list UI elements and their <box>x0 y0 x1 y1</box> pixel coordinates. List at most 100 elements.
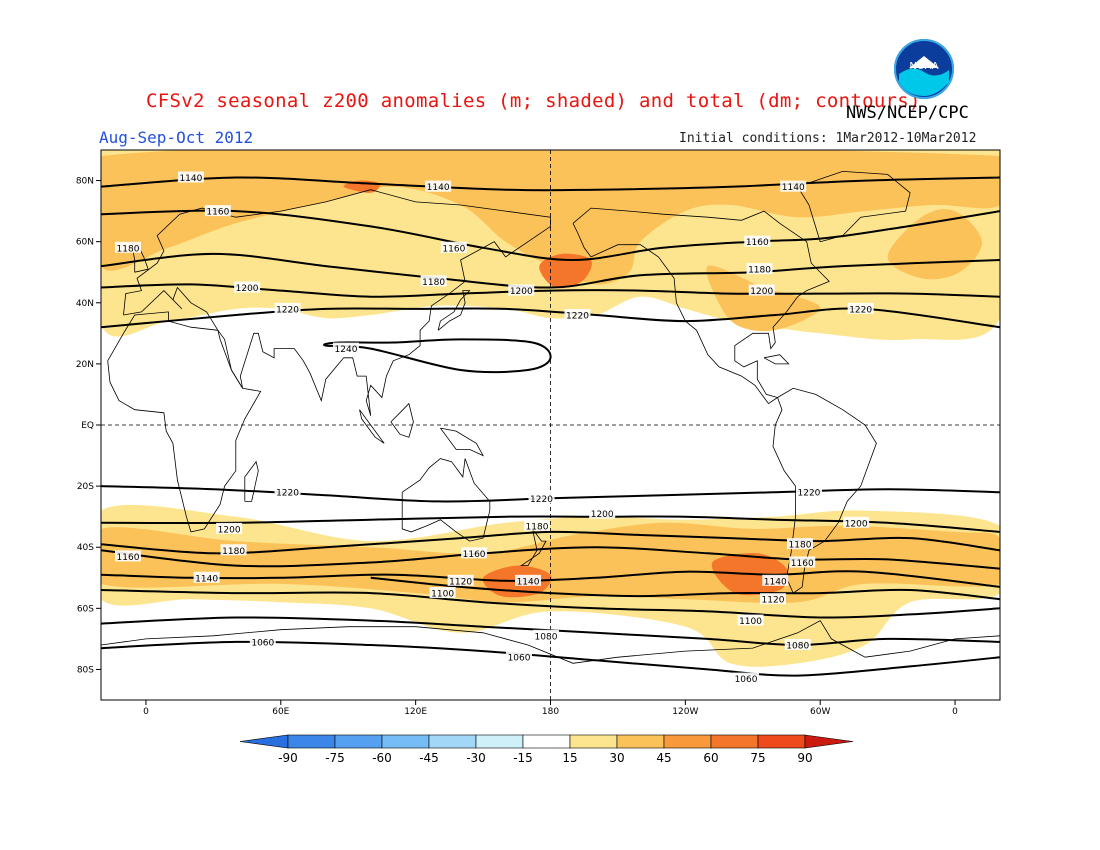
colorbar-bin <box>475 734 524 749</box>
colorbar-tick-label: 15 <box>562 751 577 765</box>
lat-tick-label: 20N <box>76 360 94 370</box>
lon-tick-label: 60E <box>272 707 289 717</box>
coastlines <box>101 170 1000 664</box>
contour-label-bg <box>564 309 591 320</box>
lat-tick-label: 40N <box>76 299 94 309</box>
contour-label: 1220 <box>849 305 872 315</box>
lon-tick-label: 120W <box>672 707 698 717</box>
contour-label-bg <box>762 574 789 586</box>
contour-label-bg <box>843 516 870 528</box>
coastline-japan <box>437 290 471 331</box>
colorbar-bin <box>616 734 665 749</box>
contour-label: 1240 <box>335 345 358 355</box>
contour-label-bg <box>533 629 560 641</box>
contour-label: 1140 <box>427 183 450 193</box>
contour-label-bg <box>461 547 488 559</box>
contour-label: 1160 <box>117 553 140 563</box>
contour-label: 1100 <box>431 590 454 600</box>
contour-label-bg <box>780 180 807 192</box>
contour-label-bg <box>748 284 775 296</box>
contour-label-bg <box>795 486 822 498</box>
season-label: Aug-Sep-Oct 2012 <box>99 128 254 147</box>
contour-label: 1200 <box>236 284 259 294</box>
lat-tick-label: 80N <box>76 177 94 187</box>
colorbar-tick-label: -30 <box>466 751 486 765</box>
contour-label-bg <box>515 574 542 586</box>
coastline-cuba <box>763 354 790 365</box>
contour-1080 <box>101 616 1000 647</box>
contour-label: 1060 <box>735 675 758 685</box>
contour-label: 1200 <box>218 525 241 535</box>
contour-label-bg <box>508 284 535 296</box>
contour-label-bg <box>249 635 276 647</box>
colorbar-tick-label: -75 <box>325 751 345 765</box>
colorbar-bin <box>663 734 712 749</box>
contour-label: 1140 <box>195 574 218 584</box>
contour-1100 <box>101 589 1000 619</box>
contour-label: 1140 <box>782 183 805 193</box>
colorbar-bin <box>428 734 477 749</box>
contour-1160 <box>101 209 1000 262</box>
lon-tick-label: 0 <box>952 707 958 717</box>
colorbar-tick-label: -60 <box>372 751 392 765</box>
contour-label: 1120 <box>449 577 472 587</box>
colorbar-tick-label: -90 <box>278 751 298 765</box>
colorbar-bin <box>757 734 806 749</box>
contour-label: 1080 <box>535 632 558 642</box>
contour-label: 1180 <box>422 278 445 288</box>
contour-label: 1080 <box>786 642 809 652</box>
lat-tick-label: 20S <box>77 482 94 492</box>
contour-label-bg <box>332 342 359 354</box>
contour-1180 <box>101 252 1000 289</box>
contour-label: 1120 <box>762 596 785 606</box>
coastline-s_america <box>772 387 877 594</box>
contour-label: 1160 <box>442 244 465 254</box>
contour-label-bg <box>524 519 551 531</box>
colorbar-bin <box>569 734 618 749</box>
contour-label-bg <box>789 556 816 568</box>
contour-label: 1200 <box>591 510 614 520</box>
contour-1180 <box>101 530 1000 555</box>
coastline-africa <box>107 311 262 533</box>
contour-labels: 1140 1140 1140 1160 1160 1160 1180 1180 1180 1200… <box>114 171 874 685</box>
contour-label: 1180 <box>789 541 812 551</box>
contour-label: 1200 <box>510 287 533 297</box>
agency-label: NWS/NCEP/CPC <box>846 103 969 123</box>
contour-1140 <box>101 570 1000 588</box>
coastline-antarctica <box>101 620 1000 664</box>
contour-label: 1140 <box>517 577 540 587</box>
contour-label-bg <box>737 614 764 626</box>
contour-label-bg <box>193 571 220 583</box>
colorbar-tick-label: 75 <box>750 751 765 765</box>
colorbar-tick-label: -45 <box>419 751 439 765</box>
contour-label-bg <box>274 302 301 314</box>
contour-label-bg <box>425 180 452 192</box>
contour-label-bg <box>760 593 787 605</box>
colorbar-tick-label: 45 <box>656 751 671 765</box>
colorbar-tick-label: 60 <box>703 751 718 765</box>
logo-text: NOAA <box>909 61 938 72</box>
anomaly-shading <box>101 150 1000 667</box>
contour-label: 1200 <box>750 287 773 297</box>
contour-label: 1060 <box>508 654 531 664</box>
initial-conditions-label: Initial conditions: 1Mar2012-10Mar2012 <box>679 131 977 146</box>
lon-tick-label: 120E <box>404 707 427 717</box>
lon-tick-label: 0 <box>143 707 149 717</box>
contour-label-bg <box>528 492 555 504</box>
contour-label: 1220 <box>276 489 299 499</box>
contour-label: 1220 <box>276 305 299 315</box>
coastline-australia <box>401 458 491 542</box>
contour-label: 1060 <box>251 638 274 648</box>
lat-tick-label: 60N <box>76 238 94 248</box>
map-axes: 80N 60N 40N 20N EQ 20S 40S 60S 80S 0 60E 120E 180 120… <box>76 177 958 717</box>
coastline-madagascar <box>244 460 259 502</box>
contour-1120 <box>370 576 1000 601</box>
reference-lines <box>101 150 1000 700</box>
contour-label: 1220 <box>566 312 589 322</box>
contour-label-bg <box>216 522 243 534</box>
contour-1240 <box>323 338 552 374</box>
lat-tick-label: EQ <box>81 421 94 431</box>
contour-label-bg <box>746 263 773 275</box>
